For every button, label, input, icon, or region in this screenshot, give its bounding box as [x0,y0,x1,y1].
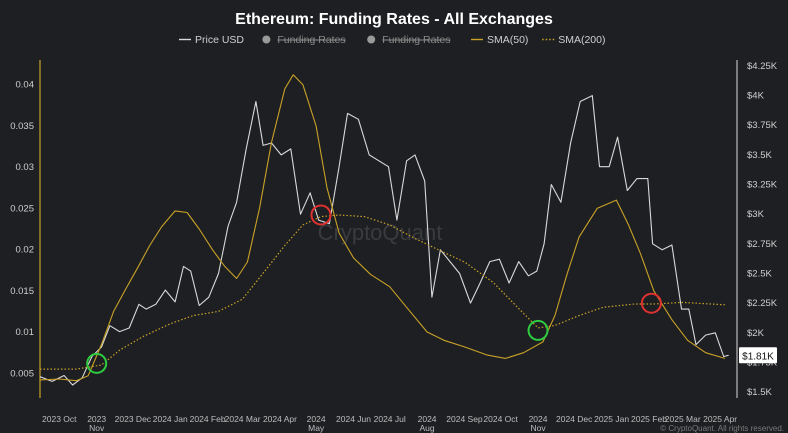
x-tick-label: 2023 Dec [115,414,152,424]
series-layer [39,74,729,386]
current-price-tag: $1.81K [739,347,777,364]
y-right-tick-label: $2K [747,328,765,339]
y-left-tick-label: 0.015 [10,286,34,297]
legend-item-funding-rates[interactable]: Funding Rates [367,34,450,46]
x-tick-label: 2024 Jun [336,414,371,424]
x-tick-label: 2024 [418,414,437,424]
chart-title: Ethereum: Funding Rates - All Exchanges [235,11,553,28]
x-tick-label: 2025 Apr [703,414,737,424]
x-tick-label: 2024 Jan [153,414,188,424]
legend-label: SMA(50) [487,34,528,46]
y-left-tick-label: 0.005 [10,368,34,379]
x-tick-label: 2023 [87,414,106,424]
x-tick-label: 2023 Oct [42,414,77,424]
y-right-tick-label: $2.25K [747,298,778,309]
x-tick-label: 2024 [529,414,548,424]
y-right-tick-label: $3.25K [747,180,778,191]
y-right-tick-label: $3.5K [747,150,772,161]
legend-label: SMA(200) [558,34,605,46]
y-left-tick-label: 0.035 [10,121,34,132]
annotation-circle-green [527,319,549,341]
legend-marker [367,35,376,44]
x-tick-label: 2024 [307,414,326,424]
y-left-tick-label: 0.04 [16,80,35,91]
legend-item-sma-200-[interactable]: SMA(200) [542,34,605,46]
series-line-price-usd [39,95,729,386]
x-tick-label-line2: Nov [530,423,546,433]
current-price-label: $1.81K [742,351,774,362]
y-right-tick-label: $4.25K [747,61,778,72]
series-line-sma-200- [40,214,725,370]
x-tick-label: 2024 Jul [374,414,406,424]
legend-item-funding-rates[interactable]: Funding Rates [262,34,346,46]
legend-item-sma-50-[interactable]: SMA(50) [471,34,528,46]
y-right-tick-label: $3K [747,209,765,220]
x-tick-label-line2: May [308,423,325,433]
x-tick-label: 2024 Oct [483,414,518,424]
legend-label: Funding Rates [382,34,450,46]
x-tick-label-line2: Nov [89,423,105,433]
x-tick-label: 2024 Mar [225,414,261,424]
y-right-tick-label: $2.75K [747,239,778,250]
annotation-circle-green [86,352,108,374]
x-tick-label: 2024 Apr [263,414,297,424]
legend-label: Price USD [195,34,244,46]
annotations-layer [86,204,662,374]
legend-item-price-usd[interactable]: Price USD [179,34,244,46]
x-tick-label: 2024 Dec [556,414,593,424]
legend[interactable]: Price USD Funding Rates Funding Rates SMA(5… [179,34,605,46]
y-right-tick-label: $2.5K [747,268,772,279]
legend-marker [262,35,271,44]
x-tick-label: 2025 Mar [665,414,701,424]
x-tick-label: 2025 Feb [631,414,667,424]
x-tick-label: 2024 Sep [446,414,483,424]
annotation-circle-red [640,292,662,314]
credit-text: © CryptoQuant. All rights reserved. [660,424,784,433]
current-price-box [739,347,777,364]
annotation-circle-red [310,204,332,226]
series-line-sma-50- [39,74,726,382]
x-tick-label-line2: Aug [420,423,435,433]
y-right-tick-label: $1.5K [747,387,772,398]
y-right-tick-label: $4K [747,91,765,102]
legend-label: Funding Rates [277,34,345,46]
y-left-tick-label: 0.025 [10,203,34,214]
x-tick-label: 2025 Jan [594,414,629,424]
y-right-tick-label: $3.75K [747,120,778,131]
x-tick-label: 2024 Feb [190,414,226,424]
y-left-tick-label: 0.03 [16,162,35,173]
y-left-tick-label: 0.01 [16,327,35,338]
y-left-tick-label: 0.02 [16,245,35,256]
